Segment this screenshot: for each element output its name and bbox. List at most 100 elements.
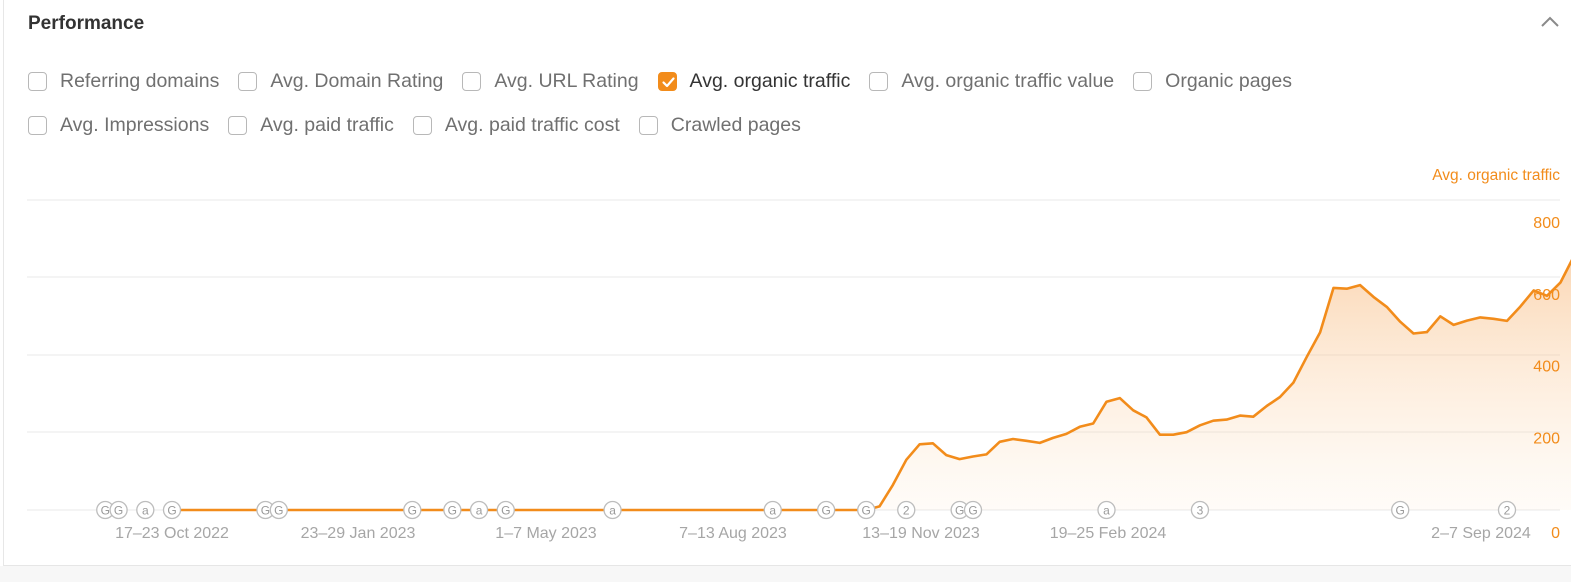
panel-title: Performance	[28, 13, 145, 34]
metric-organic-pages[interactable]: Organic pages	[1133, 70, 1292, 93]
y-tick-label: 400	[1533, 359, 1560, 376]
annotation-marker: G	[162, 500, 182, 520]
annotation-circle	[763, 500, 782, 520]
annotation-circle	[1190, 500, 1210, 520]
metric-avg-paid-traffic[interactable]: Avg. paid traffic	[228, 114, 394, 137]
annotation-circle	[109, 500, 128, 520]
metric-avg-organic-traffic-value[interactable]: Avg. organic traffic value	[869, 70, 1114, 93]
annotation-circle	[817, 500, 836, 520]
annotation-label: G	[408, 504, 417, 518]
annotation-circle	[897, 500, 916, 520]
metric-avg-impressions[interactable]: Avg. Impressions	[28, 114, 209, 137]
metric-label: Referring domains	[60, 70, 220, 92]
metric-avg-url-rating[interactable]: Avg. URL Rating	[462, 70, 639, 93]
annotation-marker: 3	[1190, 500, 1210, 520]
x-tick-layer: 17–23 Oct 2022 23–29 Jan 2023 1–7 May 2023…	[115, 525, 1531, 542]
annotation-circle	[1497, 500, 1517, 520]
metric-checkbox[interactable]	[28, 72, 47, 91]
annotation-circle	[269, 500, 288, 520]
annotation-circle	[403, 500, 422, 520]
annotation-label: 2	[1504, 504, 1511, 518]
metric-label: Avg. paid traffic cost	[444, 114, 620, 136]
annotation-marker: 2	[1497, 500, 1517, 520]
metric-checkbox[interactable]	[638, 116, 658, 135]
x-tick-label: 23–29 Jan 2023	[301, 525, 416, 542]
y-axis-label: Avg. organic traffic	[1432, 167, 1560, 184]
annotation-label: G	[968, 504, 977, 518]
metric-avg-domain-rating[interactable]: Avg. Domain Rating	[238, 70, 443, 93]
annotation-marker: 2	[897, 500, 916, 520]
annotation-label: a	[142, 504, 149, 518]
metrics-row-1: Referring domains Avg. Domain Rating Avg…	[28, 70, 1311, 93]
y-tick-layer: 0 200 400 600 800	[1533, 215, 1560, 542]
x-tick-label: 13–19 Nov 2023	[862, 525, 980, 542]
annotation-marker: G	[817, 500, 836, 520]
annotation-marker: a	[603, 500, 622, 520]
annotation-circle	[857, 500, 876, 520]
metric-checkbox[interactable]	[869, 72, 889, 91]
annotation-circle	[496, 500, 515, 520]
annotation-marker: G	[269, 500, 288, 520]
annotation-label: G	[167, 504, 176, 518]
metric-label: Organic pages	[1165, 70, 1292, 92]
annotation-label: G	[821, 504, 830, 518]
annotation-marker: G	[963, 500, 983, 520]
annotation-marker: a	[136, 500, 155, 520]
metric-checkbox[interactable]	[1133, 72, 1153, 91]
annotation-marker: G	[403, 500, 422, 520]
collapse-button[interactable]	[1538, 10, 1562, 34]
annotation-label: G	[1396, 504, 1405, 518]
metric-label: Avg. URL Rating	[494, 70, 639, 92]
annotation-label: 2	[903, 504, 910, 518]
metric-checkbox-checked[interactable]	[657, 72, 677, 91]
y-tick-label: 800	[1533, 215, 1560, 232]
annotation-label: 3	[1197, 504, 1204, 518]
metrics-row-2: Avg. Impressions Avg. paid traffic Avg. …	[28, 114, 820, 137]
chevron-up-icon	[1541, 16, 1559, 27]
annotation-marker: G	[857, 500, 876, 520]
metric-checkbox[interactable]	[228, 116, 248, 135]
annotation-label: G	[101, 504, 110, 518]
metric-avg-organic-traffic[interactable]: Avg. organic traffic	[657, 70, 850, 93]
annotation-circle	[1391, 500, 1410, 520]
annotation-label: G	[448, 504, 457, 518]
metric-referring-domains[interactable]: Referring domains	[28, 70, 219, 93]
metric-checkbox[interactable]	[412, 116, 432, 135]
line-layer	[172, 259, 1571, 512]
metric-checkbox[interactable]	[238, 72, 258, 91]
annotation-circle	[162, 500, 182, 520]
metric-checkbox[interactable]	[462, 72, 482, 91]
y-tick-label: 200	[1533, 430, 1560, 447]
annotation-circle	[136, 500, 155, 520]
metric-crawled-pages[interactable]: Crawled pages	[638, 114, 801, 137]
annotation-label: G	[261, 504, 270, 518]
annotation-label: G	[955, 504, 964, 518]
series-line	[172, 259, 1571, 512]
y-tick-label: 0	[1551, 525, 1560, 542]
annotation-label: a	[476, 504, 483, 518]
annotation-marker: a	[469, 500, 489, 520]
metric-checkbox[interactable]	[28, 116, 47, 135]
annotation-circle	[603, 500, 622, 520]
metric-label: Avg. organic traffic value	[901, 70, 1115, 92]
annotation-circle	[469, 500, 489, 520]
metric-label: Crawled pages	[670, 114, 801, 136]
annotation-label: G	[274, 504, 283, 518]
annotation-label: G	[862, 504, 871, 518]
y-tick-label: 600	[1533, 287, 1560, 304]
x-tick-label: 17–23 Oct 2022	[115, 525, 229, 542]
x-tick-label: 1–7 May 2023	[495, 525, 597, 542]
x-tick-label: 7–13 Aug 2023	[679, 525, 787, 542]
annotation-label: a	[769, 504, 776, 518]
annotation-label: G	[501, 504, 510, 518]
area-layer	[172, 261, 1571, 510]
metric-avg-paid-traffic-cost[interactable]: Avg. paid traffic cost	[412, 114, 620, 137]
metric-label: Avg. paid traffic	[260, 114, 394, 136]
metric-label: Avg. Domain Rating	[270, 70, 444, 92]
series-area	[172, 261, 1571, 510]
annotation-circle	[1097, 500, 1116, 520]
annotation-marker: G	[443, 500, 462, 520]
annotation-circle	[443, 500, 462, 520]
